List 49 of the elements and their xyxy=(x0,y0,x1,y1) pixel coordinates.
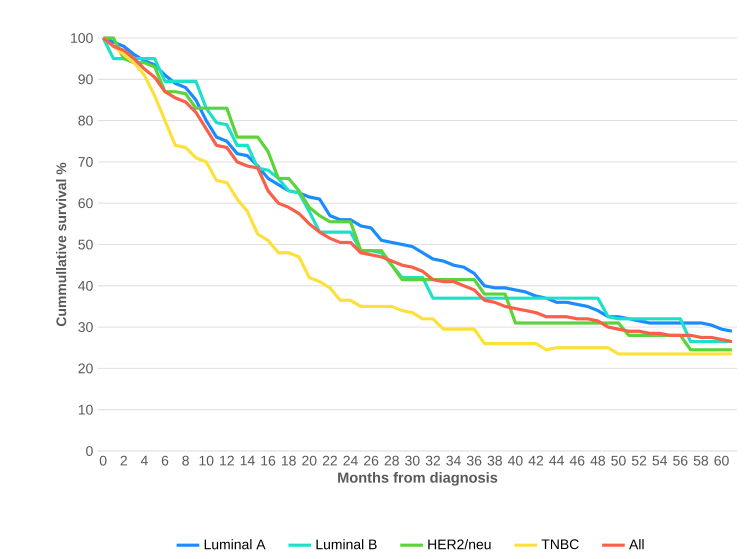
x-tick-label: 6 xyxy=(162,456,168,466)
x-tick-label: 24 xyxy=(343,456,358,466)
y-tick-label: 100 xyxy=(71,33,93,43)
x-tick-label: 26 xyxy=(364,456,378,466)
x-tick-label: 36 xyxy=(466,456,482,466)
x-tick-label: 44 xyxy=(549,456,564,466)
y-axis-title: Cummullative survival % xyxy=(56,162,66,326)
x-tick-label: 40 xyxy=(508,456,523,466)
x-tick-label: 2 xyxy=(120,456,127,466)
x-tick-label: 48 xyxy=(590,456,606,466)
y-tick-label: 50 xyxy=(78,240,93,250)
legend-label: HER2/neu xyxy=(428,539,491,550)
x-axis-title: Months from diagnosis xyxy=(338,472,498,486)
x-tick-label: 16 xyxy=(261,456,276,466)
x-tick-label: 52 xyxy=(632,456,646,466)
x-tick-label: 8 xyxy=(182,456,189,466)
x-tick-label: 0 xyxy=(100,456,106,466)
x-tick-label: 34 xyxy=(446,456,461,466)
x-tick-label: 4 xyxy=(140,456,148,466)
x-tick-label: 58 xyxy=(694,456,708,466)
x-tick-label: 10 xyxy=(200,456,214,466)
x-tick-label: 22 xyxy=(322,456,337,466)
legend-label: TNBC xyxy=(542,539,579,550)
x-tick-label: 46 xyxy=(570,456,584,466)
legend-label: Luminal A xyxy=(204,539,266,550)
x-tick-label: 20 xyxy=(302,456,316,466)
x-tick-label: 54 xyxy=(652,456,668,466)
legend-label: Luminal B xyxy=(316,539,377,550)
y-tick-label: 40 xyxy=(78,280,93,291)
x-tick-label: 12 xyxy=(220,456,234,466)
y-tick-label: 20 xyxy=(78,363,93,374)
x-tick-label: 60 xyxy=(714,456,729,466)
x-tick-label: 56 xyxy=(673,456,688,466)
x-tick-label: 38 xyxy=(488,456,502,466)
y-tick-label: 80 xyxy=(78,116,93,126)
x-tick-label: 18 xyxy=(282,456,296,466)
legend-label: All xyxy=(629,539,644,550)
x-tick-label: 50 xyxy=(611,456,626,466)
y-tick-label: 70 xyxy=(78,156,93,167)
y-tick-label: 10 xyxy=(78,404,93,415)
x-tick-label: 32 xyxy=(426,456,440,466)
x-tick-label: 28 xyxy=(384,456,399,466)
x-tick-label: 42 xyxy=(528,456,544,466)
y-tick-label: 60 xyxy=(78,198,93,208)
x-tick-label: 14 xyxy=(240,456,255,466)
y-tick-label: 30 xyxy=(78,322,93,332)
x-tick-label: 30 xyxy=(405,456,420,466)
y-tick-label: 0 xyxy=(86,446,93,456)
y-tick-label: 90 xyxy=(78,74,93,84)
